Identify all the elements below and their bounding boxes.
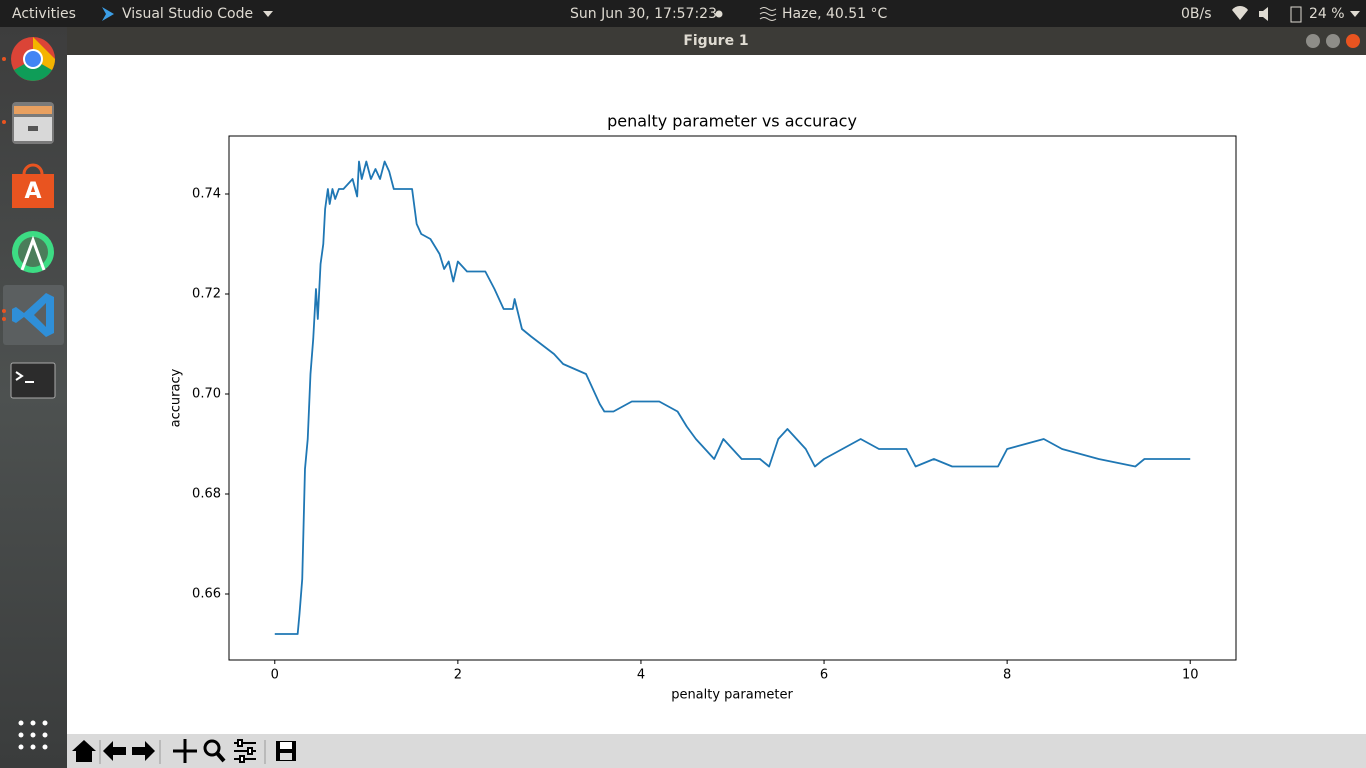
x-tick-label: 6 xyxy=(820,668,828,683)
back-button[interactable] xyxy=(103,741,126,761)
window-title: Figure 1 xyxy=(683,33,748,49)
running-dot xyxy=(2,120,6,124)
activities[interactable]: Activities xyxy=(12,6,76,22)
configure-button[interactable] xyxy=(234,739,256,763)
running-dot xyxy=(2,57,6,61)
net-speed[interactable]: 0B/s xyxy=(1181,6,1212,22)
minimize-button[interactable] xyxy=(1306,34,1320,48)
y-tick-label: 0.66 xyxy=(192,587,221,602)
x-axis-label: penalty parameter xyxy=(671,688,793,703)
x-tick-label: 10 xyxy=(1182,668,1199,683)
vscode-icon[interactable] xyxy=(12,293,54,337)
show-apps[interactable] xyxy=(18,720,48,750)
weather[interactable]: Haze, 40.51 °C xyxy=(782,6,887,22)
y-tick-label: 0.74 xyxy=(192,187,221,202)
top-bar xyxy=(0,0,1366,27)
x-tick-label: 4 xyxy=(637,668,645,683)
app-menu[interactable]: Visual Studio Code xyxy=(122,6,253,22)
battery-icon[interactable] xyxy=(1290,6,1302,23)
software-icon[interactable]: A xyxy=(12,163,54,208)
toolbar xyxy=(67,734,1366,768)
app-icon xyxy=(102,7,114,21)
clock[interactable]: Sun Jun 30, 17:57:23 xyxy=(570,6,717,22)
maximize-button[interactable] xyxy=(1326,34,1340,48)
home-button[interactable] xyxy=(72,740,96,762)
data-line xyxy=(274,160,1191,635)
chart-title: penalty parameter vs accuracy xyxy=(607,112,857,131)
zoom-button[interactable] xyxy=(203,739,226,763)
files-icon[interactable] xyxy=(12,102,54,144)
running-dot xyxy=(2,317,6,321)
y-tick-label: 0.68 xyxy=(192,487,221,502)
svg-text:A: A xyxy=(24,179,41,204)
y-tick-label: 0.70 xyxy=(192,387,221,402)
x-tick-label: 8 xyxy=(1003,668,1011,683)
axes-frame xyxy=(228,135,1237,661)
notification-dot xyxy=(715,10,723,18)
y-tick-label: 0.72 xyxy=(192,287,221,302)
running-dot xyxy=(2,309,6,313)
close-button[interactable] xyxy=(1346,34,1360,48)
pan-button[interactable] xyxy=(173,739,197,763)
figure-canvas xyxy=(67,55,1366,734)
android-studio-icon[interactable] xyxy=(12,231,54,273)
weather-icon xyxy=(759,7,777,21)
x-tick-label: 0 xyxy=(271,668,279,683)
save-button[interactable] xyxy=(276,741,296,761)
wifi-icon[interactable] xyxy=(1232,6,1248,20)
window-titlebar xyxy=(67,27,1366,55)
y-axis-label: accuracy xyxy=(169,368,184,427)
terminal-icon[interactable] xyxy=(10,362,56,399)
chrome-icon[interactable] xyxy=(11,37,55,81)
battery[interactable]: 24 % xyxy=(1309,6,1345,22)
x-tick-label: 2 xyxy=(454,668,462,683)
dropdown-arrow xyxy=(263,11,273,17)
system-menu-arrow[interactable] xyxy=(1350,11,1360,17)
forward-button[interactable] xyxy=(132,741,155,761)
volume-icon[interactable] xyxy=(1259,7,1268,21)
